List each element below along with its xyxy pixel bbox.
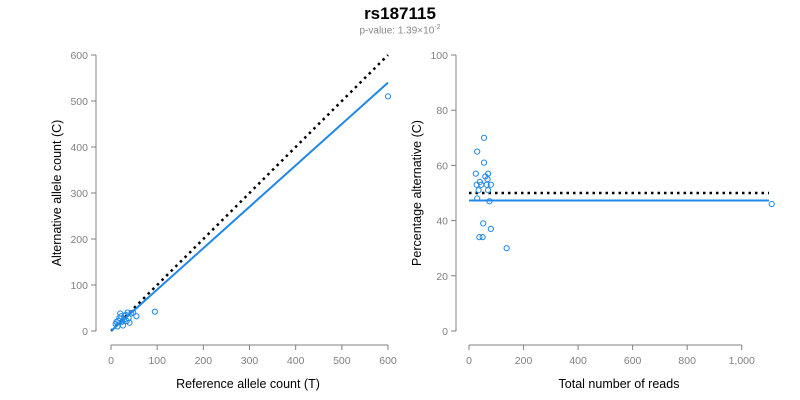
left-y-tick-label: 600 xyxy=(70,50,88,62)
left-x-tick: 400 xyxy=(287,345,305,367)
right-data-point xyxy=(486,198,493,205)
left-x-tick: 300 xyxy=(241,345,259,367)
left-y-tick: 200 xyxy=(70,234,96,246)
right-x-tick: 800 xyxy=(678,345,696,367)
left-data-point xyxy=(115,317,122,324)
right-x-tick-label: 1,000 xyxy=(729,355,755,367)
right-data-point xyxy=(476,234,483,241)
right-y-tick-label: 80 xyxy=(436,105,448,117)
left-x-tick-label: 600 xyxy=(379,355,397,367)
right-data-point xyxy=(480,134,488,141)
right-data-point xyxy=(480,159,488,166)
left-y-tick: 400 xyxy=(70,142,96,154)
right-data-point xyxy=(484,170,492,177)
right-data-point xyxy=(487,181,494,188)
left-y-tick-label: 500 xyxy=(70,96,88,108)
left-y-axis-label: Alternative allele count (C) xyxy=(50,120,64,267)
left-fit-line xyxy=(110,81,389,332)
left-x-tick-label: 200 xyxy=(195,355,213,367)
right-data-point xyxy=(479,234,486,241)
right-data-point xyxy=(484,187,492,194)
left-data-point xyxy=(133,313,140,320)
left-y-tick-label: 300 xyxy=(70,188,88,200)
left-x-tick: 200 xyxy=(195,345,213,367)
chart-title: rs187115 xyxy=(364,4,436,23)
right-y-tick: 80 xyxy=(436,105,456,117)
left-data-point xyxy=(126,319,133,326)
left-x-tick-label: 500 xyxy=(333,355,351,367)
left-expected-line xyxy=(110,54,389,332)
right-panel: 0 20 40 60 80 100 0 200 400 600 800 1,000 Total numb… xyxy=(410,50,775,391)
right-y-tick: 20 xyxy=(436,271,456,283)
right-x-tick-label: 200 xyxy=(515,355,533,367)
right-y-tick-label: 100 xyxy=(430,50,448,62)
left-data-point xyxy=(384,93,392,100)
right-y-tick: 0 xyxy=(442,326,456,338)
left-x-axis-label: Reference allele count (T) xyxy=(176,377,320,391)
left-x-tick-label: 400 xyxy=(287,355,305,367)
left-data-point xyxy=(151,308,158,315)
right-data-point xyxy=(474,195,481,202)
left-y-tick: 300 xyxy=(70,188,96,200)
p-value-text: p-value: 1.39×10 xyxy=(359,25,435,37)
chart-subtitle: p-value: 1.39×10-2 xyxy=(0,24,800,36)
left-y-tick-label: 100 xyxy=(70,280,88,292)
left-y-tick-label: 0 xyxy=(82,326,88,338)
left-x-tick-label: 300 xyxy=(241,355,259,367)
left-x-tick: 0 xyxy=(108,345,114,367)
right-y-tick: 60 xyxy=(436,160,456,172)
right-y-tick: 40 xyxy=(436,216,456,228)
left-x-tick: 500 xyxy=(333,345,351,367)
left-y-tick: 100 xyxy=(70,280,96,292)
right-y-tick-label: 60 xyxy=(436,160,448,172)
left-y-tick-label: 400 xyxy=(70,142,88,154)
left-y-tick-label: 200 xyxy=(70,234,88,246)
right-data-point xyxy=(487,225,494,232)
right-x-tick-label: 0 xyxy=(466,355,472,367)
right-x-tick: 200 xyxy=(515,345,533,367)
right-x-tick-label: 800 xyxy=(678,355,696,367)
left-y-tick: 0 xyxy=(82,326,96,338)
right-y-tick-label: 20 xyxy=(436,271,448,283)
right-data-point xyxy=(474,148,481,155)
p-value-exponent: -2 xyxy=(434,24,441,31)
right-x-axis-label: Total number of reads xyxy=(559,377,680,391)
right-x-tick: 1,000 xyxy=(729,345,755,367)
left-x-tick: 600 xyxy=(379,345,397,367)
right-y-tick-label: 0 xyxy=(442,326,448,338)
right-data-point xyxy=(472,170,479,177)
left-x-tick: 100 xyxy=(148,345,166,367)
left-data-point xyxy=(130,309,137,316)
right-x-tick: 400 xyxy=(569,345,587,367)
right-data-point xyxy=(480,220,487,227)
left-y-tick: 600 xyxy=(70,50,96,62)
left-y-tick: 500 xyxy=(70,96,96,108)
right-x-tick-label: 400 xyxy=(569,355,587,367)
left-x-tick-label: 100 xyxy=(148,355,166,367)
right-data-point xyxy=(475,187,482,194)
right-x-tick: 0 xyxy=(466,345,472,367)
right-y-tick: 100 xyxy=(430,50,456,62)
left-x-tick-label: 0 xyxy=(108,355,114,367)
left-panel: 0 100 200 300 400 500 600 0 100 200 300 400 500 600 Re… xyxy=(50,50,397,391)
right-x-tick-label: 600 xyxy=(624,355,642,367)
right-data-point xyxy=(768,200,775,208)
right-data-point xyxy=(503,245,510,252)
right-x-tick: 600 xyxy=(624,345,642,367)
left-data-point xyxy=(119,322,127,329)
right-y-axis-label: Percentage alternative (C) xyxy=(410,120,424,266)
right-y-tick-label: 40 xyxy=(436,216,448,228)
